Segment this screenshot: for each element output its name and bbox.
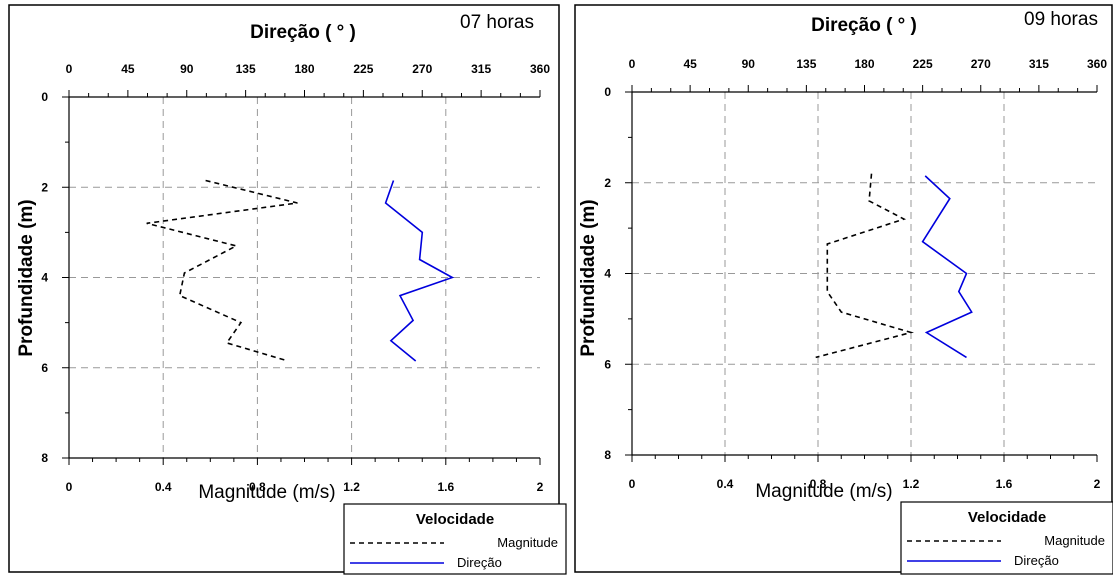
direction-tick-label: 135 xyxy=(236,62,256,76)
direction-tick-label: 0 xyxy=(629,57,636,71)
bottom-axis-title: Magnitude (m/s) xyxy=(198,482,335,503)
magnitude-tick-label: 0.4 xyxy=(155,480,172,494)
legend-title: Velocidade xyxy=(968,509,1046,526)
magnitude-tick-label: 0 xyxy=(66,480,73,494)
magnitude-tick-label: 1.2 xyxy=(343,480,360,494)
direction-tick-label: 45 xyxy=(683,57,697,71)
magnitude-series-line xyxy=(146,179,298,362)
magnitude-tick-label: 1.6 xyxy=(996,477,1013,491)
magnitude-tick-label: 0 xyxy=(629,477,636,491)
chart-panel-09h: 0 45 90 135 180 225 270 315 360 0 0.4 0.8 1.2 1.6 2 0 2 4… xyxy=(574,4,1113,575)
magnitude-tick-label: 2 xyxy=(537,480,544,494)
depth-tick-label: 2 xyxy=(604,176,611,190)
depth-tick-label: 0 xyxy=(41,90,48,104)
depth-tick-label: 8 xyxy=(604,448,611,462)
legend-magnitude-label: Magnitude xyxy=(1044,533,1105,548)
chart-panel-07h: 0 45 90 135 180 225 270 315 360 0 0.4 0.8 1.2 1.6 2 0 2 4… xyxy=(8,4,567,575)
direction-tick-label: 225 xyxy=(353,62,373,76)
bottom-axis-title: Magnitude (m/s) xyxy=(755,481,892,502)
top-axis-title: Direção ( ° ) xyxy=(811,15,917,36)
direction-tick-label: 270 xyxy=(971,57,991,71)
magnitude-series-line xyxy=(815,173,914,359)
direction-tick-label: 270 xyxy=(412,62,432,76)
direction-tick-label: 180 xyxy=(854,57,874,71)
depth-tick-label: 2 xyxy=(41,180,48,194)
direction-tick-label: 315 xyxy=(1029,57,1049,71)
direction-tick-label: 135 xyxy=(796,57,816,71)
legend-direction-label: Direção xyxy=(457,555,502,570)
magnitude-tick-label: 0.8 xyxy=(810,477,827,491)
depth-tick-label: 6 xyxy=(604,357,611,371)
direction-tick-label: 225 xyxy=(913,57,933,71)
direction-series-line xyxy=(921,175,973,359)
hour-label: 07 horas xyxy=(460,12,534,33)
panel-frame xyxy=(574,4,1113,573)
hour-label: 09 horas xyxy=(1024,9,1098,30)
direction-series-line xyxy=(384,180,455,362)
legend-magnitude-label: Magnitude xyxy=(497,535,558,550)
depth-tick-label: 6 xyxy=(41,361,48,375)
magnitude-tick-label: 0.4 xyxy=(717,477,734,491)
y-axis-title: Profundidade (m) xyxy=(16,199,37,356)
depth-tick-label: 4 xyxy=(604,267,611,281)
top-axis-title: Direção ( ° ) xyxy=(250,22,356,43)
magnitude-tick-label: 0.8 xyxy=(249,480,266,494)
direction-tick-label: 90 xyxy=(180,62,194,76)
direction-tick-label: 315 xyxy=(471,62,491,76)
y-axis-title: Profundidade (m) xyxy=(578,199,599,356)
depth-tick-label: 0 xyxy=(604,85,611,99)
magnitude-tick-label: 2 xyxy=(1094,477,1101,491)
depth-tick-label: 4 xyxy=(41,271,48,285)
direction-tick-label: 45 xyxy=(121,62,135,76)
direction-tick-label: 180 xyxy=(294,62,314,76)
direction-tick-label: 360 xyxy=(530,62,550,76)
legend-box xyxy=(900,501,1113,575)
panel-frame xyxy=(8,4,560,573)
direction-tick-label: 0 xyxy=(66,62,73,76)
magnitude-tick-label: 1.6 xyxy=(437,480,454,494)
legend-title: Velocidade xyxy=(416,511,494,528)
depth-tick-label: 8 xyxy=(41,451,48,465)
direction-tick-label: 90 xyxy=(742,57,756,71)
legend-direction-label: Direção xyxy=(1014,553,1059,568)
magnitude-tick-label: 1.2 xyxy=(903,477,920,491)
direction-tick-label: 360 xyxy=(1087,57,1107,71)
